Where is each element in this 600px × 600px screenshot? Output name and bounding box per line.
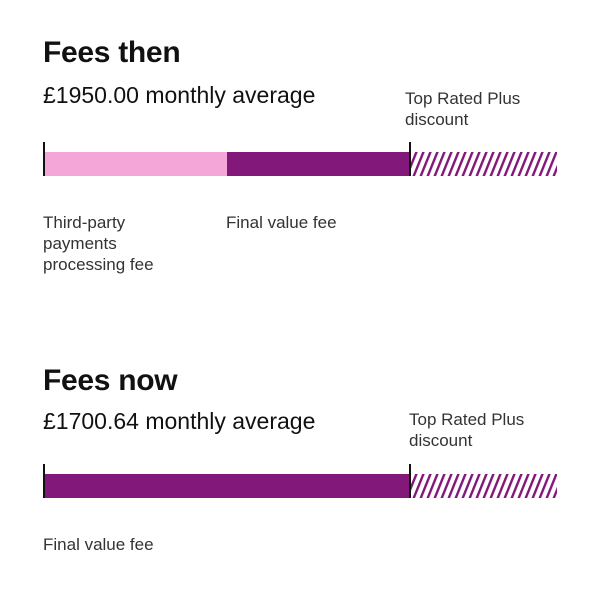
fees-then-section: Fees then £1950.00 monthly average Top R… <box>43 36 557 274</box>
fees-now-discount-hatch <box>410 474 557 498</box>
fees-then-discount-hatch <box>410 152 557 176</box>
fees-then-bar <box>43 142 557 176</box>
fees-then-average: £1950.00 monthly average <box>43 82 316 108</box>
fees-now-segment-final-value-fee <box>44 474 410 498</box>
fees-now-title: Fees now <box>43 364 178 397</box>
fees-then-label-final-value-fee: Final value fee <box>226 213 337 232</box>
fees-now-bar <box>43 464 557 498</box>
fees-now-label-final-value-fee: Final value fee <box>43 535 154 554</box>
fees-then-label-third-party-payments-processing-fee: Third-party payments processing fee <box>43 213 154 274</box>
fees-now-average: £1700.64 monthly average <box>43 408 316 434</box>
fees-then-title: Fees then <box>43 36 181 69</box>
fees-then-segment-final-value-fee <box>227 152 410 176</box>
fees-then-discount-label: Top Rated Plus discount <box>405 89 521 129</box>
fees-now-discount-label: Top Rated Plus discount <box>409 410 525 450</box>
fees-then-segment-third-party-payments-processing-fee <box>44 152 227 176</box>
